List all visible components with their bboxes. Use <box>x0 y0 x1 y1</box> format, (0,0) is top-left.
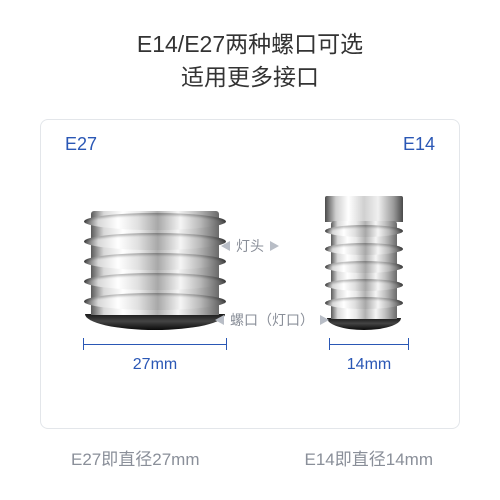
callout-screw-mouth: 螺口（灯口） <box>215 310 329 330</box>
screw-base-e27 <box>85 211 225 330</box>
caption-e27: E27即直径27mm <box>71 445 199 470</box>
title-block: E14/E27两种螺口可选 适用更多接口 <box>137 28 363 95</box>
comparison-panel: E27 E14 灯头 螺口（灯口） <box>40 119 460 429</box>
dimension-e27: 27mm <box>83 338 227 374</box>
dimension-value-e14: 14mm <box>347 356 391 374</box>
screw-body-e27 <box>91 211 219 315</box>
arrow-left-icon <box>215 315 224 325</box>
callout-screw-mouth-text: 螺口（灯口） <box>230 310 314 330</box>
base-ring-e27 <box>85 314 225 330</box>
arrow-left-icon <box>221 241 230 251</box>
label-e27: E27 <box>65 134 97 155</box>
dimension-value-e27: 27mm <box>133 356 177 374</box>
title-line2: 适用更多接口 <box>137 61 363 94</box>
screw-body-e14 <box>331 221 397 319</box>
arrow-right-icon <box>320 315 329 325</box>
dimension-bar-e27 <box>83 338 227 350</box>
base-ring-e14 <box>327 318 401 330</box>
callout-lamp-head-text: 灯头 <box>236 236 264 256</box>
screw-base-e14 <box>325 196 403 330</box>
arrow-right-icon <box>270 241 279 251</box>
title-line1: E14/E27两种螺口可选 <box>137 28 363 61</box>
dimension-bar-e14 <box>329 338 409 350</box>
dimension-e14: 14mm <box>329 338 409 374</box>
label-e14: E14 <box>403 134 435 155</box>
caption-e14: E14即直径14mm <box>305 445 433 470</box>
screw-cap-e14 <box>325 196 403 222</box>
callout-lamp-head: 灯头 <box>221 236 279 256</box>
